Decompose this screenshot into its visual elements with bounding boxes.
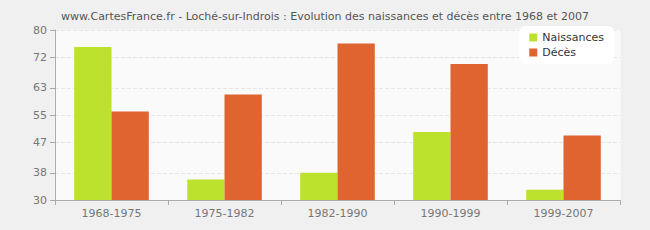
svg-text:www.CartesFrance.fr - Loché-su: www.CartesFrance.fr - Loché-sur-Indrois …: [61, 10, 589, 23]
svg-text:30: 30: [33, 194, 47, 207]
svg-text:38: 38: [33, 166, 47, 179]
svg-text:1999-2007: 1999-2007: [534, 207, 594, 220]
svg-text:63: 63: [33, 81, 47, 94]
svg-text:72: 72: [33, 51, 47, 64]
svg-text:Décès: Décès: [542, 46, 576, 59]
svg-text:1968-1975: 1968-1975: [82, 207, 142, 220]
svg-text:1982-1990: 1982-1990: [308, 207, 368, 220]
svg-text:80: 80: [33, 24, 47, 37]
svg-text:Naissances: Naissances: [542, 31, 604, 44]
svg-text:47: 47: [33, 136, 47, 149]
svg-text:1975-1982: 1975-1982: [195, 207, 255, 220]
svg-text:55: 55: [33, 109, 47, 122]
svg-text:1990-1999: 1990-1999: [421, 207, 481, 220]
